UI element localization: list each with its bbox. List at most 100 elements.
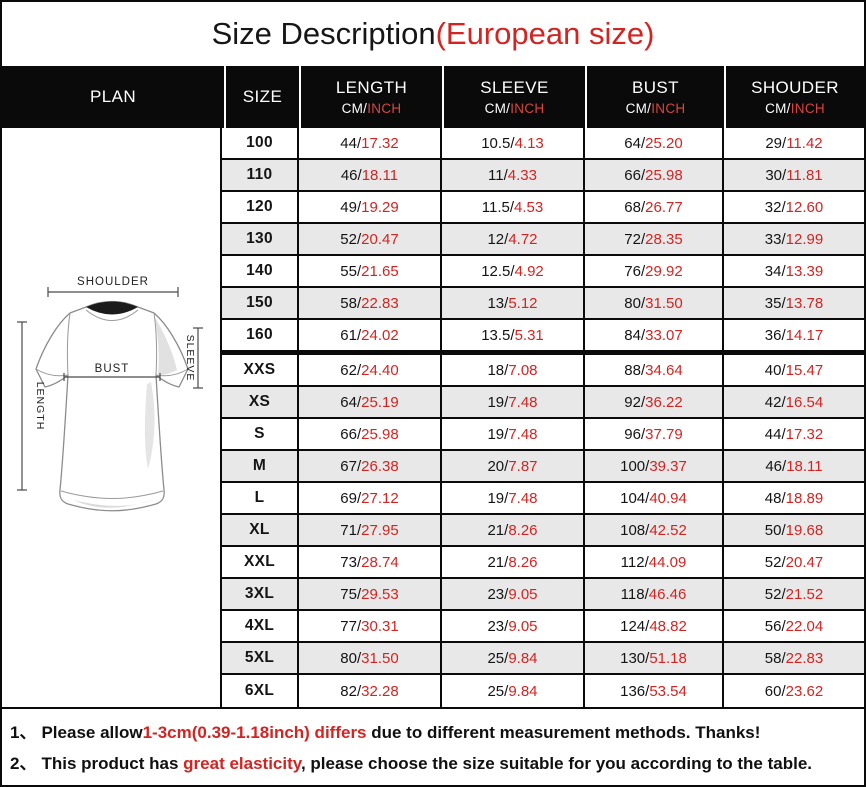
separator: /: [781, 617, 786, 635]
cm-value: 18: [487, 361, 505, 379]
sleeve-cell: 19/7.48: [440, 387, 583, 417]
length-cell: 44/17.32: [297, 128, 440, 158]
shoulder-cell: 30/11.81: [722, 160, 864, 190]
inch-value: 13.39: [785, 262, 824, 280]
table-row: S 66/25.98 19/7.48 96/37.79 44/17.32: [222, 419, 864, 451]
length-header-units: CM/INCH: [342, 101, 402, 116]
inch-value: 8.26: [508, 553, 538, 571]
separator: /: [510, 326, 515, 344]
separator: /: [510, 262, 515, 280]
size-cell: XXL: [222, 547, 297, 577]
cm-value: 80: [340, 649, 357, 667]
size-value: M: [252, 457, 267, 474]
separator: /: [356, 617, 362, 635]
inch-value: 18.11: [786, 457, 823, 475]
inch-value: 25.98: [361, 425, 399, 443]
cm-value: 66: [340, 425, 357, 443]
inch-value: 11.81: [786, 166, 823, 184]
shoulder-header-label: SHOUDER: [751, 78, 839, 97]
separator: /: [781, 262, 786, 280]
cm-value: 10.5: [481, 134, 511, 152]
separator: /: [781, 682, 786, 700]
cm-value: 64: [340, 393, 357, 411]
cm-value: 72: [624, 230, 641, 248]
length-cell: 77/30.31: [297, 611, 440, 641]
inch-value: 7.48: [508, 489, 538, 507]
table-row: 130 52/20.47 12/4.72 72/28.35 33/12.99: [222, 224, 864, 256]
tshirt-seams: [35, 309, 189, 499]
separator: /: [781, 585, 786, 603]
inch-value: 20.47: [785, 553, 824, 571]
cm-value: 25: [487, 682, 505, 700]
note-2-text: This product has: [41, 754, 184, 773]
separator: /: [356, 682, 362, 700]
note-2-highlight: great elasticity: [183, 754, 301, 773]
table-body: SHOULDER: [2, 128, 864, 709]
separator: /: [356, 521, 362, 539]
separator: /: [640, 361, 646, 379]
cm-value: 12.5: [481, 262, 511, 280]
inch-value: 29.92: [645, 262, 683, 280]
sleeve-cell: 20/7.87: [440, 451, 583, 481]
inch-value: 9.84: [508, 649, 538, 667]
table-row: 4XL 77/30.31 23/9.05 124/48.82 56/22.04: [222, 611, 864, 643]
cm-value: 20: [487, 457, 505, 475]
separator: /: [640, 198, 646, 216]
separator: /: [503, 166, 508, 184]
separator: /: [781, 521, 786, 539]
cm-value: 108: [620, 521, 646, 539]
cm-unit: CM/: [341, 101, 368, 116]
tshirt-diagram: SHOULDER: [17, 276, 203, 512]
cm-value: 46: [340, 166, 358, 184]
sleeve-cell: 23/9.05: [440, 579, 583, 609]
cm-value: 80: [624, 294, 641, 312]
separator: /: [645, 649, 650, 667]
shoulder-cell: 42/16.54: [722, 387, 864, 417]
separator: /: [504, 393, 509, 411]
separator: /: [504, 649, 509, 667]
inch-value: 8.26: [508, 521, 538, 539]
shoulder-cell: 56/22.04: [722, 611, 864, 641]
cm-value: 62: [340, 361, 357, 379]
length-cell: 58/22.83: [297, 288, 440, 318]
inch-value: 23.62: [785, 682, 824, 700]
sleeve-measure-line: [193, 327, 203, 389]
note-1: 1、 Please allow1-3cm(0.39-1.18inch) diffe…: [10, 717, 856, 748]
column-header-shoulder: SHOUDER CM/INCH: [724, 66, 864, 128]
separator: /: [357, 166, 362, 184]
separator: /: [782, 166, 787, 184]
size-cell: 110: [222, 160, 297, 190]
length-measure-line: [17, 321, 27, 491]
inch-value: 19.68: [785, 521, 824, 539]
shoulder-cell: 40/15.47: [722, 355, 864, 385]
size-cell: 4XL: [222, 611, 297, 641]
shoulder-cell: 46/18.11: [722, 451, 864, 481]
size-cell: 140: [222, 256, 297, 286]
bust-cell: 118/46.46: [583, 579, 722, 609]
inch-unit: INCH: [790, 101, 825, 116]
cm-value: 52: [340, 230, 357, 248]
size-value: 5XL: [244, 649, 275, 666]
length-cell: 62/24.40: [297, 355, 440, 385]
shoulder-cell: 48/18.89: [722, 483, 864, 513]
inch-value: 44.09: [648, 553, 687, 571]
shoulder-cell: 34/13.39: [722, 256, 864, 286]
size-value: 100: [246, 134, 273, 151]
size-value: XL: [249, 521, 270, 538]
collar: [86, 301, 138, 315]
cm-value: 52: [764, 585, 782, 603]
hem-shading: [74, 499, 154, 508]
cm-value: 61: [340, 326, 357, 344]
inch-value: 14.17: [785, 326, 824, 344]
inch-value: 25.98: [645, 166, 683, 184]
separator: /: [645, 521, 650, 539]
bust-cell: 92/36.22: [583, 387, 722, 417]
inch-value: 4.53: [514, 198, 544, 216]
bust-cell: 66/25.98: [583, 160, 722, 190]
length-cell: 66/25.98: [297, 419, 440, 449]
sleeve-cell: 10.5/4.13: [440, 128, 583, 158]
separator: /: [356, 585, 362, 603]
separator: /: [356, 457, 362, 475]
cm-value: 67: [340, 457, 357, 475]
inch-value: 21.65: [361, 262, 399, 280]
